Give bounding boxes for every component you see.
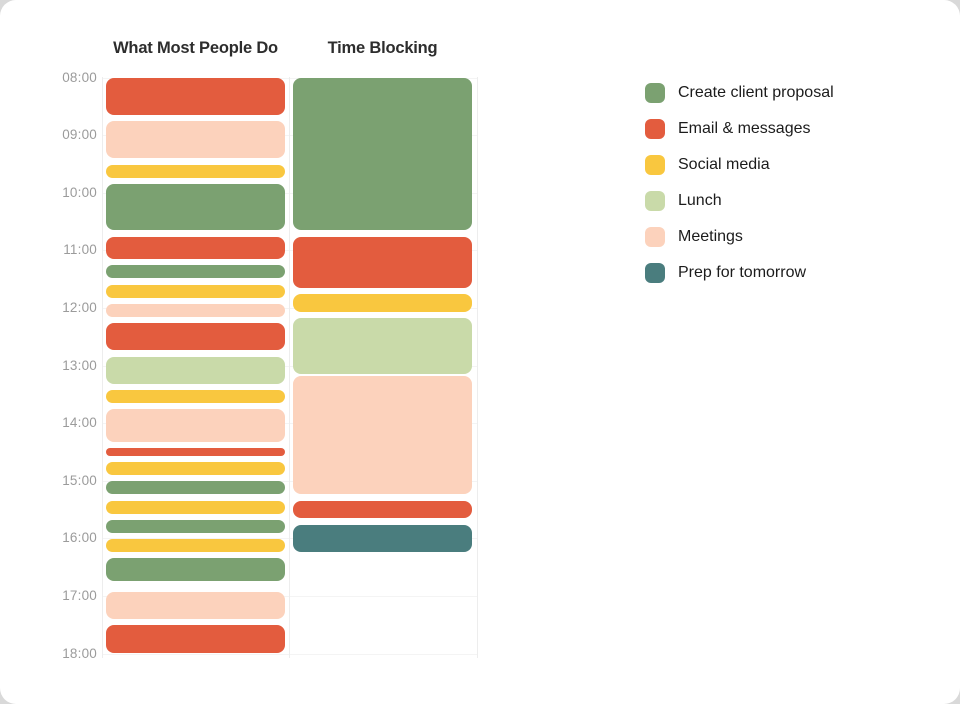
event-block-proposal	[106, 183, 285, 231]
event-block-proposal	[106, 519, 285, 533]
time-tick-label: 15:00	[62, 472, 97, 488]
event-block-meetings	[106, 303, 285, 317]
column-separator	[102, 77, 103, 658]
event-block-prep	[293, 524, 472, 552]
time-tick-label: 09:00	[62, 127, 97, 143]
event-block-proposal	[106, 265, 285, 279]
event-block-meetings	[293, 375, 472, 495]
time-tick-label: 14:00	[62, 415, 97, 431]
event-block-social	[106, 390, 285, 404]
legend-item: Email & messages	[645, 119, 811, 139]
legend-item: Lunch	[645, 191, 722, 211]
event-block-email	[106, 447, 285, 456]
column-header: Time Blocking	[327, 39, 438, 57]
event-block-email	[106, 625, 285, 653]
legend-swatch-social	[645, 155, 665, 175]
legend-label: Meetings	[678, 228, 743, 245]
legend-swatch-prep	[645, 263, 665, 283]
event-block-proposal	[293, 78, 472, 231]
event-block-email	[293, 500, 472, 519]
event-block-social	[106, 539, 285, 552]
event-block-social	[106, 500, 285, 514]
event-block-social	[106, 284, 285, 298]
time-tick-label: 12:00	[62, 299, 97, 315]
event-block-proposal	[106, 558, 285, 581]
legend-swatch-email	[645, 119, 665, 139]
event-block-social	[106, 164, 285, 178]
time-tick-label: 18:00	[62, 645, 97, 661]
event-block-email	[106, 236, 285, 260]
legend-label: Create client proposal	[678, 84, 834, 101]
event-block-lunch	[106, 356, 285, 384]
time-tick-label: 10:00	[62, 184, 97, 200]
event-block-email	[106, 78, 285, 116]
legend-item: Meetings	[645, 227, 743, 247]
legend-item: Create client proposal	[645, 83, 834, 103]
time-tick-label: 17:00	[62, 587, 97, 603]
event-block-lunch	[293, 318, 472, 375]
legend-label: Lunch	[678, 192, 722, 209]
event-block-email	[293, 236, 472, 288]
legend-label: Prep for tomorrow	[678, 264, 807, 281]
column-separator	[289, 77, 290, 658]
time-tick-label: 11:00	[63, 242, 97, 258]
legend-item: Social media	[645, 155, 770, 175]
schedule-chart: 08:00 09:00 10:00 11:00 12:00 13:00 14:00 15:00…	[62, 39, 478, 661]
event-block-social	[106, 462, 285, 476]
time-tick-label: 13:00	[62, 357, 97, 373]
column-header: What Most People Do	[113, 39, 278, 57]
event-block-email	[106, 323, 285, 351]
event-block-meetings	[106, 121, 285, 159]
time-tick-label: 16:00	[62, 530, 97, 546]
event-block-social	[293, 294, 472, 312]
legend-label: Social media	[678, 156, 770, 173]
legend-item: Prep for tomorrow	[645, 263, 806, 283]
event-block-meetings	[106, 409, 285, 442]
legend-swatch-lunch	[645, 191, 665, 211]
event-block-meetings	[106, 591, 285, 620]
legend-label: Email & messages	[678, 120, 811, 137]
legend-swatch-proposal	[645, 83, 665, 103]
event-block-proposal	[106, 481, 285, 495]
legend-swatch-meetings	[645, 227, 665, 247]
time-tick-label: 08:00	[62, 69, 97, 85]
column-separator	[477, 77, 478, 658]
